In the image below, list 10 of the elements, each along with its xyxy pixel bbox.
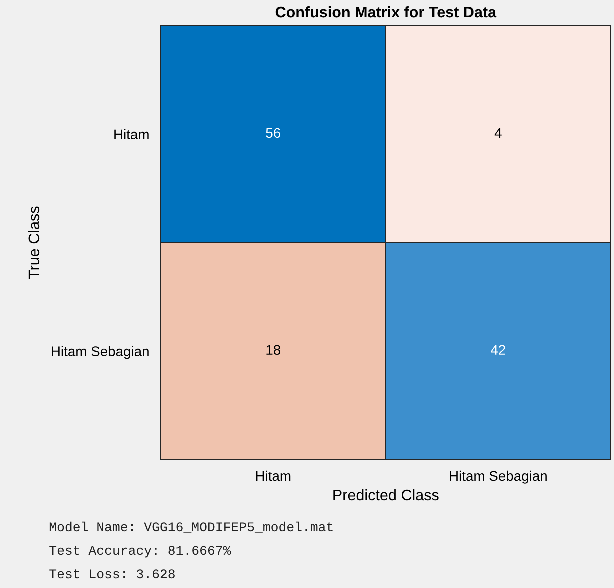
text: Test Loss: 3.628 — [50, 570, 175, 579]
y-axis-title: True Class — [28, 206, 40, 280]
chart-title: Confusion Matrix for Test Data — [276, 6, 497, 18]
data-label: 4 — [494, 128, 502, 138]
text: Model Name: VGG16_MODIFEP5_model.mat — [50, 522, 333, 533]
data-label: 42 — [491, 345, 506, 355]
data-label: 56 — [266, 128, 280, 138]
text: Test Accuracy: 81.6667% — [50, 546, 232, 558]
data-label: 18 — [266, 345, 281, 356]
x-axis-title: Predicted Class — [334, 489, 439, 501]
